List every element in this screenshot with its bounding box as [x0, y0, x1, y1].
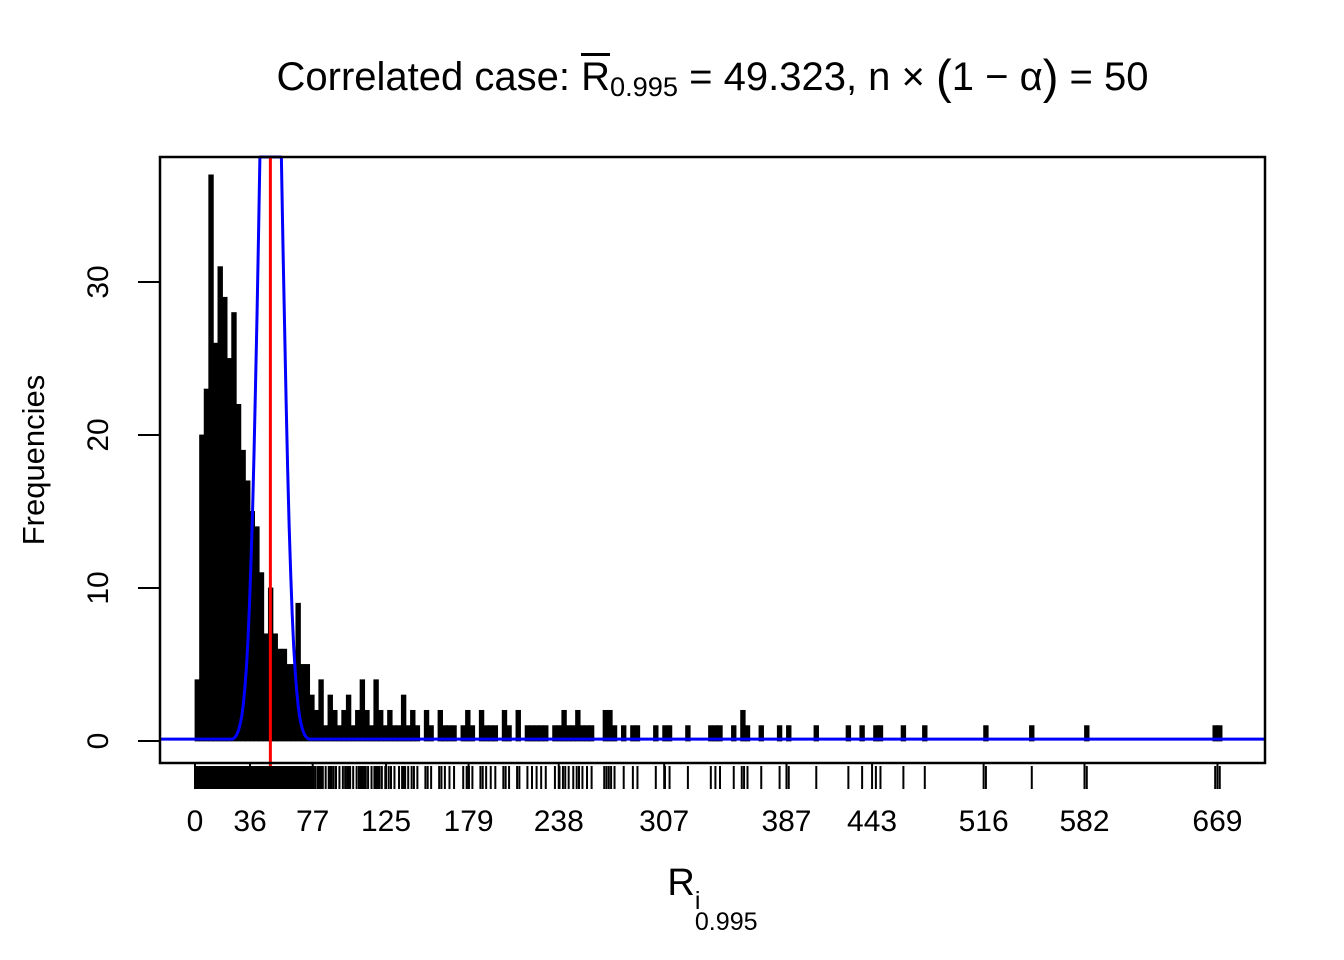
x-tick-label: 516 [959, 805, 1009, 838]
x-tick-label: 0 [187, 805, 204, 838]
title-rbar-subscript: 0.995 [609, 71, 679, 103]
plot-box [158, 155, 1267, 765]
density-curve [160, 155, 1265, 741]
y-axis-ticks: 0 10 20 30 [82, 265, 160, 749]
xlabel-base: R [667, 862, 695, 904]
xlabel-superscript: i [694, 887, 701, 915]
x-tick-label: 179 [444, 805, 494, 838]
title-suffix: = 50 [1058, 55, 1149, 100]
x-tick-label: 307 [639, 805, 689, 838]
xlabel-subscript: 0.995 [694, 907, 758, 936]
y-tick-label: 0 [82, 733, 115, 750]
title-open-paren: ( [936, 51, 952, 104]
title-rbar: R [581, 53, 610, 100]
x-tick-label: 669 [1192, 805, 1242, 838]
y-tick-label: 20 [82, 418, 115, 451]
x-tick-label: 36 [233, 805, 266, 838]
y-tick-label: 30 [82, 265, 115, 298]
title-close-paren: ) [1042, 51, 1059, 104]
title-prefix: Correlated case: [276, 55, 582, 100]
x-tick-label: 77 [296, 805, 329, 838]
title-paren-inner: 1 − α [951, 55, 1043, 100]
chart-title: Correlated case: R0.995 = 49.323, n × (1… [160, 50, 1265, 105]
x-tick-label: 387 [761, 805, 811, 838]
y-tick-label: 10 [82, 571, 115, 604]
rug-marks [194, 766, 1221, 789]
xlabel-scripts: i 0.995 [694, 887, 758, 936]
x-tick-label: 125 [361, 805, 411, 838]
x-axis-ticks: 0 36 77 125 179 238 307 387 443 516 582 669 [187, 763, 1242, 838]
histogram-bars [194, 174, 1223, 742]
title-mid: = 49.323, n × [678, 55, 937, 100]
x-tick-label: 443 [847, 805, 897, 838]
x-tick-label: 238 [534, 805, 584, 838]
x-tick-label: 582 [1059, 805, 1109, 838]
